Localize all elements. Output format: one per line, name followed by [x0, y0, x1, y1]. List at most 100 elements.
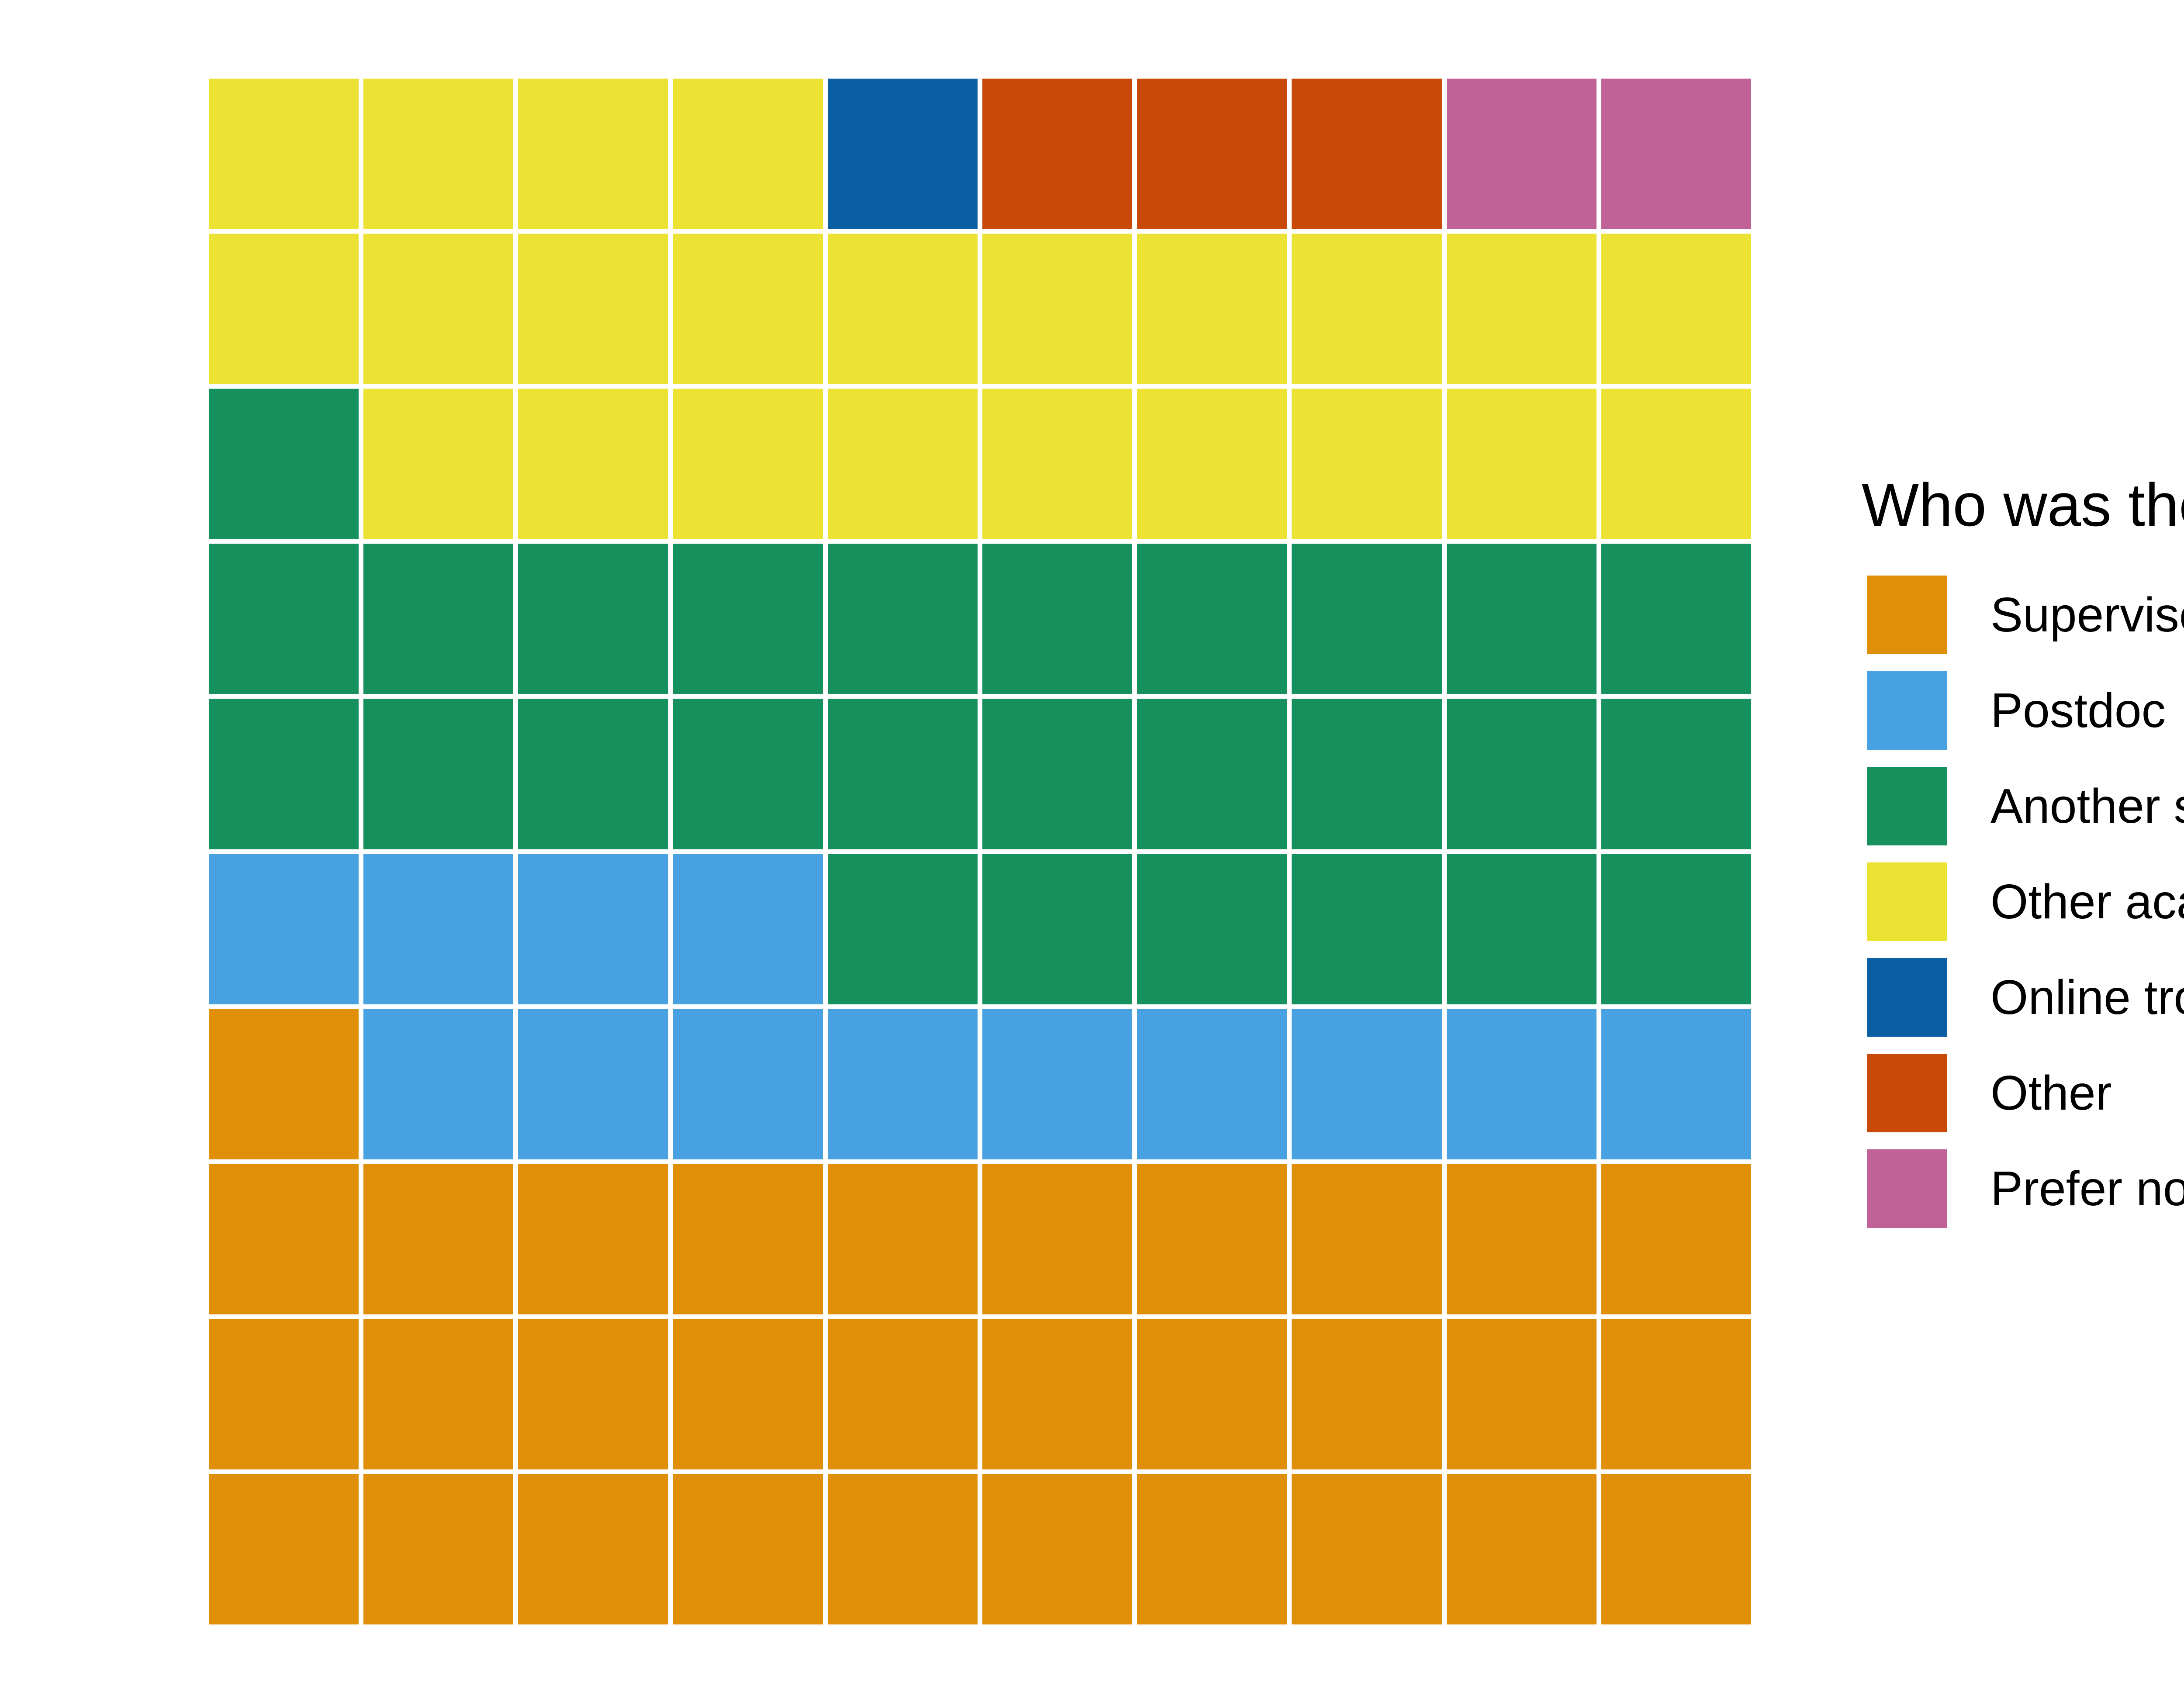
waffle-cell-another_student	[1446, 699, 1597, 849]
legend-item-label: Online troll	[1990, 970, 2184, 1024]
waffle-cell-supervisor	[1137, 1164, 1287, 1314]
waffle-cell-postdoc	[518, 854, 668, 1004]
legend-item-label: Other	[1990, 1066, 2112, 1120]
waffle-cell-other_academic_staff	[982, 389, 1133, 539]
waffle-cell-another_student	[1601, 854, 1751, 1004]
legend-swatch-another_student	[1867, 766, 1947, 845]
waffle-cell-supervisor	[1601, 1474, 1751, 1624]
waffle-cell-postdoc	[363, 1009, 514, 1159]
waffle-cell-supervisor	[1292, 1474, 1442, 1624]
waffle-cell-other_academic_staff	[1601, 234, 1751, 384]
waffle-cell-supervisor	[518, 1474, 668, 1624]
waffle-cell-supervisor	[982, 1319, 1133, 1469]
waffle-cell-another_student	[1137, 854, 1287, 1004]
legend-items: Supervisor Postdoc Another student Other ac…	[1862, 575, 2184, 1228]
waffle-cell-another_student	[209, 389, 359, 539]
legend-swatch-postdoc	[1867, 671, 1947, 750]
waffle-cell-prefer_not_to_say	[1446, 79, 1597, 229]
waffle-cell-other_academic_staff	[673, 79, 823, 229]
waffle-cell-supervisor	[1137, 1319, 1287, 1469]
waffle-cell-supervisor	[209, 1164, 359, 1314]
legend-item-label: Another student	[1990, 779, 2184, 833]
waffle-cell-another_student	[518, 699, 668, 849]
waffle-cell-another_student	[827, 854, 978, 1004]
waffle-cell-another_student	[363, 699, 514, 849]
waffle-cell-postdoc	[1292, 1009, 1442, 1159]
waffle-cell-another_student	[1601, 544, 1751, 694]
waffle-cell-postdoc	[673, 1009, 823, 1159]
legend-item-supervisor: Supervisor	[1862, 575, 2184, 654]
waffle-cell-supervisor	[363, 1164, 514, 1314]
waffle-cell-other_academic_staff	[1137, 389, 1287, 539]
legend-swatch-other_academic_staff	[1867, 862, 1947, 941]
waffle-cell-postdoc	[982, 1009, 1133, 1159]
waffle-cell-supervisor	[518, 1164, 668, 1314]
waffle-cell-postdoc	[827, 1009, 978, 1159]
legend-item-label: Other academic staff member	[1990, 874, 2184, 929]
waffle-cell-supervisor	[673, 1319, 823, 1469]
waffle-cell-another_student	[1137, 699, 1287, 849]
waffle-cell-other_academic_staff	[518, 389, 668, 539]
waffle-cell-supervisor	[209, 1009, 359, 1159]
waffle-cell-another_student	[1601, 699, 1751, 849]
waffle-cell-other_academic_staff	[209, 79, 359, 229]
waffle-cell-other	[1137, 79, 1287, 229]
waffle-cell-another_student	[827, 699, 978, 849]
waffle-cell-supervisor	[1601, 1164, 1751, 1314]
legend-item-other_academic_staff: Other academic staff member	[1862, 862, 2184, 941]
waffle-cell-postdoc	[673, 854, 823, 1004]
waffle-cell-other_academic_staff	[518, 79, 668, 229]
waffle-cell-supervisor	[1446, 1474, 1597, 1624]
waffle-cell-another_student	[1292, 699, 1442, 849]
waffle-cell-another_student	[363, 544, 514, 694]
legend-swatch-online_troll	[1867, 958, 1947, 1037]
waffle-cell-supervisor	[982, 1474, 1133, 1624]
waffle-cell-supervisor	[827, 1474, 978, 1624]
waffle-cell-postdoc	[1137, 1009, 1287, 1159]
waffle-cell-prefer_not_to_say	[1601, 79, 1751, 229]
waffle-cell-other_academic_staff	[982, 234, 1133, 384]
waffle-cell-other_academic_staff	[1292, 389, 1442, 539]
legend-item-other: Other	[1862, 1053, 2184, 1132]
waffle-cell-other_academic_staff	[518, 234, 668, 384]
waffle-cell-supervisor	[1292, 1164, 1442, 1314]
legend-item-postdoc: Postdoc	[1862, 671, 2184, 750]
legend-swatch-supervisor	[1867, 575, 1947, 654]
waffle-cell-another_student	[209, 544, 359, 694]
waffle-cell-other	[1292, 79, 1442, 229]
waffle-cell-another_student	[1446, 544, 1597, 694]
waffle-cell-other_academic_staff	[209, 234, 359, 384]
legend-item-label: Prefer not to say	[1990, 1161, 2184, 1216]
waffle-cell-other_academic_staff	[1446, 389, 1597, 539]
waffle-cell-supervisor	[1446, 1319, 1597, 1469]
waffle-cell-supervisor	[827, 1164, 978, 1314]
waffle-cell-other	[982, 79, 1133, 229]
waffle-cell-supervisor	[827, 1319, 978, 1469]
waffle-cell-other_academic_staff	[363, 79, 514, 229]
waffle-cell-supervisor	[1601, 1319, 1751, 1469]
waffle-cell-other_academic_staff	[363, 389, 514, 539]
waffle-cell-another_student	[982, 699, 1133, 849]
waffle-cell-supervisor	[363, 1319, 514, 1469]
waffle-cell-another_student	[1292, 544, 1442, 694]
waffle-cell-supervisor	[209, 1474, 359, 1624]
legend-item-label: Supervisor	[1990, 587, 2184, 642]
waffle-cell-postdoc	[363, 854, 514, 1004]
waffle-cell-supervisor	[1446, 1164, 1597, 1314]
waffle-cell-supervisor	[363, 1474, 514, 1624]
waffle-cell-another_student	[1137, 544, 1287, 694]
waffle-cell-another_student	[827, 544, 978, 694]
waffle-cell-other_academic_staff	[1446, 234, 1597, 384]
legend-swatch-other	[1867, 1053, 1947, 1132]
waffle-cell-other_academic_staff	[827, 389, 978, 539]
legend-item-label: Postdoc	[1990, 683, 2166, 738]
waffle-cell-other_academic_staff	[673, 234, 823, 384]
waffle-cell-other_academic_staff	[1292, 234, 1442, 384]
waffle-cell-other_academic_staff	[1137, 234, 1287, 384]
waffle-grid	[209, 79, 1751, 1624]
legend-title: Who was the perpetrator(s)?	[1862, 471, 2184, 539]
waffle-cell-postdoc	[518, 1009, 668, 1159]
legend: Who was the perpetrator(s)? Supervisor Po…	[1862, 472, 2184, 1245]
